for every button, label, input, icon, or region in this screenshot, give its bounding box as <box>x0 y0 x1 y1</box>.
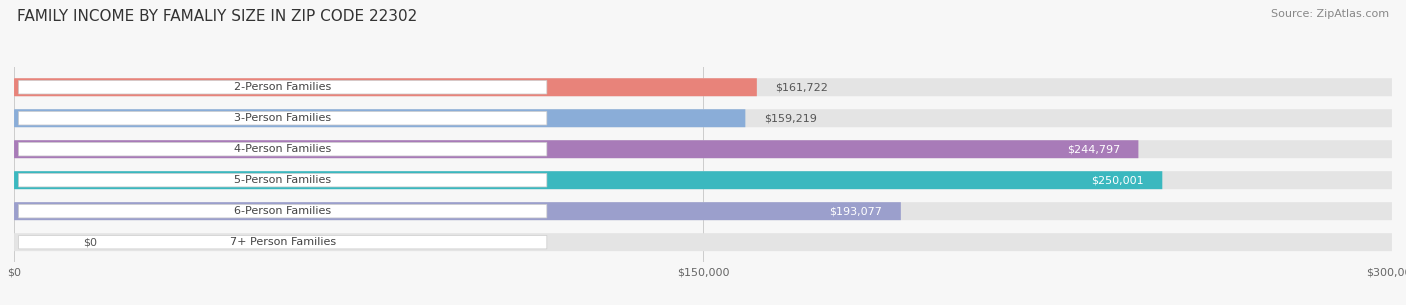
FancyBboxPatch shape <box>14 140 1139 158</box>
Text: $0: $0 <box>83 237 97 247</box>
FancyBboxPatch shape <box>14 109 745 127</box>
FancyBboxPatch shape <box>14 171 1163 189</box>
FancyBboxPatch shape <box>14 78 1392 96</box>
Text: $161,722: $161,722 <box>775 82 828 92</box>
Text: 3-Person Families: 3-Person Families <box>235 113 332 123</box>
FancyBboxPatch shape <box>14 202 901 220</box>
Text: 5-Person Families: 5-Person Families <box>235 175 332 185</box>
Text: 2-Person Families: 2-Person Families <box>235 82 332 92</box>
FancyBboxPatch shape <box>14 140 1392 158</box>
Text: $159,219: $159,219 <box>763 113 817 123</box>
FancyBboxPatch shape <box>14 171 1392 189</box>
Text: 6-Person Families: 6-Person Families <box>235 206 332 216</box>
FancyBboxPatch shape <box>14 233 1392 251</box>
Text: 7+ Person Families: 7+ Person Families <box>229 237 336 247</box>
Text: $250,001: $250,001 <box>1091 175 1144 185</box>
FancyBboxPatch shape <box>14 202 1392 220</box>
FancyBboxPatch shape <box>18 174 547 187</box>
Text: $244,797: $244,797 <box>1067 144 1121 154</box>
FancyBboxPatch shape <box>18 142 547 156</box>
FancyBboxPatch shape <box>18 112 547 125</box>
FancyBboxPatch shape <box>18 235 547 249</box>
FancyBboxPatch shape <box>14 109 1392 127</box>
Text: 4-Person Families: 4-Person Families <box>235 144 332 154</box>
FancyBboxPatch shape <box>14 78 756 96</box>
FancyBboxPatch shape <box>18 81 547 94</box>
Text: FAMILY INCOME BY FAMALIY SIZE IN ZIP CODE 22302: FAMILY INCOME BY FAMALIY SIZE IN ZIP COD… <box>17 9 418 24</box>
Text: Source: ZipAtlas.com: Source: ZipAtlas.com <box>1271 9 1389 19</box>
Text: $193,077: $193,077 <box>830 206 883 216</box>
FancyBboxPatch shape <box>18 204 547 218</box>
